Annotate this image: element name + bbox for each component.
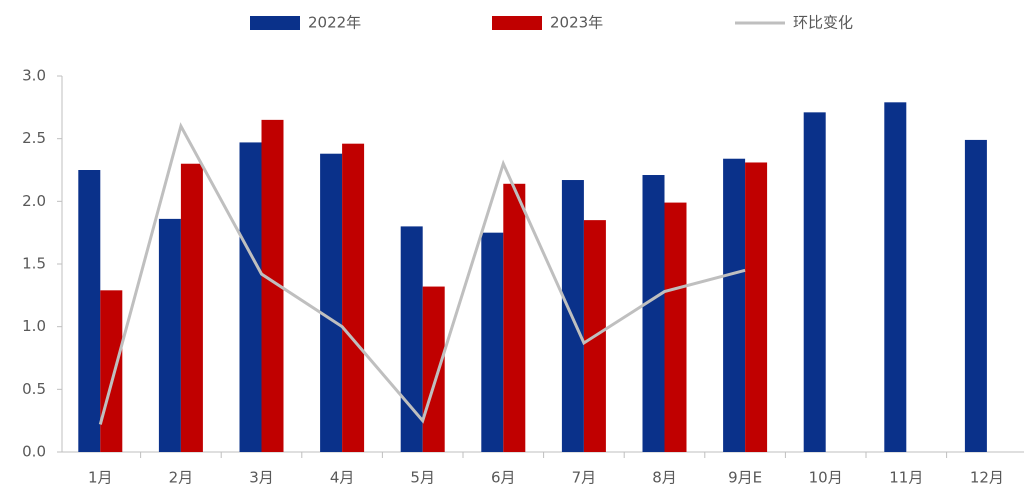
x-tick-label: 12月 xyxy=(970,469,1004,487)
x-tick-label: 2月 xyxy=(169,469,194,487)
y-tick-label: 0.5 xyxy=(22,380,46,398)
bar xyxy=(481,232,504,452)
bar xyxy=(642,175,665,452)
y-tick-label: 1.5 xyxy=(22,255,46,273)
bar xyxy=(503,183,526,452)
x-tick-label: 11月 xyxy=(889,469,923,487)
bar xyxy=(320,153,343,452)
bar xyxy=(342,143,365,452)
bar xyxy=(422,286,445,452)
y-tick-label: 0.0 xyxy=(22,443,46,461)
x-tick-label: 5月 xyxy=(410,469,435,487)
bar xyxy=(884,102,907,452)
bar xyxy=(158,218,181,452)
x-tick-label: 6月 xyxy=(491,469,516,487)
legend-swatch xyxy=(492,16,542,30)
line xyxy=(98,122,746,425)
x-tick-label: 3月 xyxy=(249,469,274,487)
bar xyxy=(745,162,768,453)
y-tick-label: 2.0 xyxy=(22,192,46,210)
x-tick-label: 9月E xyxy=(728,469,762,487)
bar xyxy=(803,112,826,452)
legend-label: 2023年 xyxy=(550,14,603,32)
bar xyxy=(239,142,262,452)
x-tick-label: 8月 xyxy=(652,469,677,487)
legend-label: 环比变化 xyxy=(793,14,853,32)
y-tick-label: 2.5 xyxy=(22,129,46,147)
x-tick-label: 4月 xyxy=(330,469,355,487)
x-tick-label: 7月 xyxy=(572,469,597,487)
bar xyxy=(78,170,101,452)
x-tick-label: 10月 xyxy=(809,469,843,487)
bar xyxy=(400,226,423,452)
bar xyxy=(664,202,687,452)
bar xyxy=(100,290,123,452)
y-tick-label: 3.0 xyxy=(22,67,46,85)
bar xyxy=(180,163,203,452)
x-tick-label: 1月 xyxy=(88,469,113,487)
bar xyxy=(723,158,746,452)
bar xyxy=(964,139,987,453)
legend-label: 2022年 xyxy=(308,14,361,32)
bar xyxy=(261,119,284,452)
y-tick-label: 1.0 xyxy=(22,317,46,335)
legend-swatch xyxy=(250,16,300,30)
